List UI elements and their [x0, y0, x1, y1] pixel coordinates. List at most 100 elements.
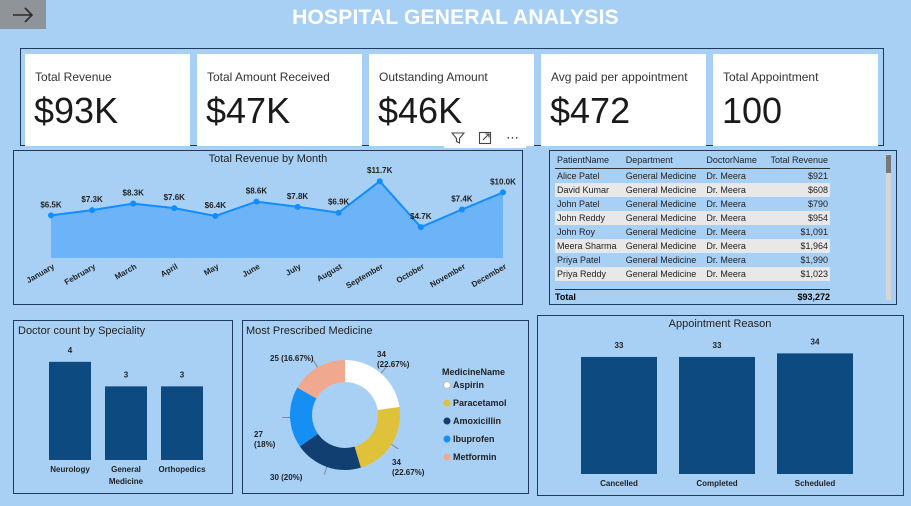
column-header-patient[interactable]: PatientName — [555, 152, 624, 169]
data-label: $8.3K — [123, 189, 145, 198]
data-label: 3 — [124, 370, 129, 379]
table-row[interactable]: Meera Sharma General Medicine Dr. Meera $1,… — [555, 239, 830, 253]
table-cell: $1,964 — [763, 239, 830, 253]
legend-entry: Paracetamol — [453, 398, 507, 408]
leader-line — [313, 360, 318, 368]
data-label: $11.7K — [367, 166, 393, 175]
table-cell: $954 — [763, 211, 830, 225]
tick-label: November — [429, 262, 467, 289]
chart-title: Most Prescribed Medicine — [246, 325, 373, 337]
table-total-label: Total — [555, 292, 576, 302]
revenue-point[interactable] — [130, 200, 137, 207]
revenue-point[interactable] — [89, 207, 96, 214]
revenue-point[interactable] — [294, 203, 301, 210]
kpi-label: Total Revenue — [35, 70, 112, 84]
table-cell: Priya Patel — [557, 255, 601, 265]
tick-label: September — [344, 262, 384, 290]
legend-swatch — [443, 435, 451, 443]
data-label: 33 — [615, 341, 624, 350]
table-cell: David Kumar — [555, 183, 624, 197]
revenue-by-month-panel — [13, 150, 523, 305]
data-label: 34 — [811, 337, 820, 346]
revenue-point[interactable] — [171, 205, 178, 212]
table-cell: $1,023 — [763, 267, 830, 281]
table-cell: $1,990 — [800, 255, 828, 265]
table-row[interactable]: David Kumar General Medicine Dr. Meera $608 — [555, 183, 830, 197]
column-header-revenue[interactable]: Total Revenue — [763, 152, 830, 169]
visual-header: ⋯ — [444, 128, 526, 148]
filter-icon[interactable] — [450, 131, 465, 145]
revenue-point[interactable] — [417, 224, 424, 231]
kpi-card-total-revenue[interactable]: Total Revenue $93K — [25, 54, 190, 146]
revenue-point[interactable] — [48, 212, 54, 219]
column-header-doctor[interactable]: DoctorName — [704, 152, 764, 169]
table-row[interactable]: Priya Patel General Medicine Dr. Meera $1,9… — [555, 253, 830, 267]
more-options-icon[interactable]: ⋯ — [506, 130, 520, 145]
data-label: 27 — [254, 430, 263, 439]
legend-entry: Amoxicillin — [453, 416, 501, 426]
table-cell: Priya Reddy — [555, 267, 624, 281]
table-cell: Dr. Meera — [706, 199, 746, 209]
legend-entry: Aspirin — [453, 380, 484, 390]
tick-label: Neurology — [50, 465, 90, 474]
bar[interactable] — [581, 356, 657, 474]
appointment-reason-chart: Appointment Reason 33 Cancelled 33 Completed… — [581, 318, 853, 488]
revenue-by-month-chart: Total Revenue by Month $6.5K January $7.3K F… — [25, 153, 516, 290]
tick-label: Medicine — [109, 477, 144, 486]
legend-swatch — [443, 381, 451, 389]
table-cell: General Medicine — [623, 183, 705, 197]
legend-entry: Metformin — [453, 452, 497, 462]
table-cell: General Medicine — [625, 171, 697, 181]
column-header-department[interactable]: Department — [623, 152, 705, 169]
focus-mode-icon[interactable] — [478, 131, 492, 145]
table-cell: Meera Sharma — [555, 239, 624, 253]
donut-slice[interactable] — [297, 360, 345, 399]
table-cell: $921 — [807, 171, 828, 181]
bar[interactable] — [679, 356, 755, 474]
donut-slice[interactable] — [299, 433, 361, 470]
table-row[interactable]: Alice Patel General Medicine Dr. Meera $921 — [555, 169, 830, 184]
table-row[interactable]: John Reddy General Medicine Dr. Meera $954 — [555, 211, 830, 225]
table-scrollbar[interactable] — [886, 154, 891, 300]
data-label: $7.6K — [164, 193, 186, 202]
data-label: $6.5K — [40, 200, 62, 209]
bar[interactable] — [161, 386, 203, 460]
donut-slice[interactable] — [290, 387, 318, 447]
revenue-point[interactable] — [212, 213, 219, 220]
kpi-label: Total Appointment — [723, 70, 819, 84]
table-total-value: $93,272 — [797, 292, 830, 302]
table-cell: Alice Patel — [557, 171, 600, 181]
table-row[interactable]: John Roy General Medicine Dr. Meera $1,091 — [555, 225, 830, 239]
revenue-point[interactable] — [376, 178, 383, 185]
donut-slice[interactable] — [354, 406, 400, 468]
kpi-card-outstanding-amount[interactable]: Outstanding Amount $46K — [369, 54, 534, 146]
table-cell: Dr. Meera — [704, 267, 764, 281]
table-cell: General Medicine — [623, 211, 705, 225]
revenue-point[interactable] — [458, 206, 465, 213]
kpi-card-amount-received[interactable]: Total Amount Received $47K — [197, 54, 362, 146]
revenue-point[interactable] — [335, 209, 342, 216]
table-cell: John Patel — [557, 199, 600, 209]
chart-title: Appointment Reason — [669, 318, 772, 330]
back-button[interactable] — [0, 0, 46, 29]
data-label: (22.67%) — [392, 468, 425, 477]
table-cell: $790 — [807, 199, 828, 209]
tick-label: Completed — [696, 479, 737, 488]
tick-label: June — [241, 262, 262, 279]
bar[interactable] — [105, 386, 147, 460]
table-cell: General Medicine — [625, 227, 697, 237]
table-row[interactable]: Priya Reddy General Medicine Dr. Meera $1,0… — [555, 267, 830, 281]
revenue-point[interactable] — [253, 198, 260, 205]
revenue-point[interactable] — [500, 189, 506, 196]
table-cell: Dr. Meera — [704, 183, 764, 197]
kpi-card-avg-paid[interactable]: Avg paid per appointment $472 — [541, 54, 706, 146]
bar[interactable] — [49, 361, 91, 460]
legend-title: MedicineName — [442, 367, 505, 377]
table-cell: $608 — [763, 183, 830, 197]
kpi-card-total-appointment[interactable]: Total Appointment 100 — [713, 54, 878, 146]
bar[interactable] — [777, 353, 853, 474]
table-row[interactable]: John Patel General Medicine Dr. Meera $790 — [555, 197, 830, 211]
donut-slice[interactable] — [345, 360, 400, 411]
table-scrollbar-thumb[interactable] — [886, 155, 891, 173]
table-cell: Dr. Meera — [706, 227, 746, 237]
